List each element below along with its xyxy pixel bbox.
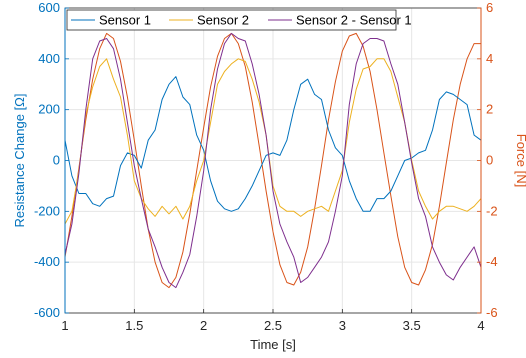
y-left-tick-label: -400 bbox=[34, 254, 60, 269]
y-right-axis-label: Force [N] bbox=[514, 134, 526, 187]
y-right-tick-label: -2 bbox=[486, 203, 498, 218]
y-right-tick-label: 4 bbox=[486, 51, 493, 66]
x-axis-label: Time [s] bbox=[250, 337, 296, 352]
x-tick-label: 3 bbox=[339, 318, 346, 333]
y-right-tick-label: 2 bbox=[486, 102, 493, 117]
y-left-tick-label: -200 bbox=[34, 203, 60, 218]
legend-label: Sensor 2 bbox=[197, 13, 249, 28]
x-tick-label: 3.5 bbox=[403, 318, 421, 333]
x-tick-label: 4 bbox=[477, 318, 484, 333]
x-tick-label: 1 bbox=[61, 318, 68, 333]
series-line-force bbox=[64, 32, 481, 289]
x-tick-label: 2 bbox=[200, 318, 207, 333]
legend-label: Sensor 1 bbox=[99, 13, 151, 28]
legend: Sensor 1 Sensor 2 Sensor 2 - Sensor 1 bbox=[66, 9, 412, 31]
y-left-tick-label: -600 bbox=[34, 305, 60, 320]
x-tick-label: 1.5 bbox=[125, 318, 143, 333]
y-left-tick-label: 600 bbox=[38, 0, 60, 15]
y-left-tick-label: 0 bbox=[53, 153, 60, 168]
legend-box bbox=[66, 9, 397, 31]
y-right-tick-label: -4 bbox=[486, 254, 498, 269]
y-left-axis-label: Resistance Change [Ω] bbox=[12, 93, 27, 227]
y-right-tick-label: 6 bbox=[486, 0, 493, 15]
series-line-sensor-2-sensor-1 bbox=[64, 32, 482, 289]
y-left-tick-label: 400 bbox=[38, 51, 60, 66]
series-group bbox=[64, 32, 482, 289]
y-left-tick-label: 200 bbox=[38, 102, 60, 117]
legend-label: Sensor 2 - Sensor 1 bbox=[296, 13, 412, 28]
axes-group: 1 1.5 2 2.5 3 3.5 4 -600 -400 -200 0 200 400 600 -6 -4 -… bbox=[12, 0, 526, 352]
y-right-tick-label: 0 bbox=[486, 153, 493, 168]
y-right-tick-label: -6 bbox=[486, 305, 498, 320]
x-tick-label: 2.5 bbox=[264, 318, 282, 333]
